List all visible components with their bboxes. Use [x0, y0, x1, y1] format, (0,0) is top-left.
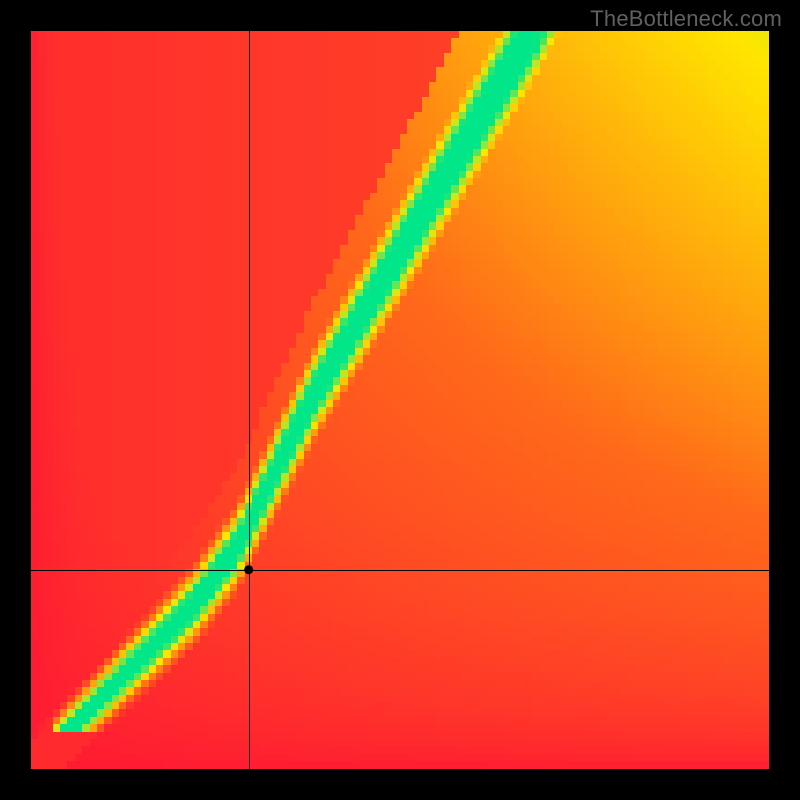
bottleneck-heatmap — [31, 31, 769, 769]
chart-container: TheBottleneck.com — [0, 0, 800, 800]
watermark-text: TheBottleneck.com — [590, 6, 782, 32]
